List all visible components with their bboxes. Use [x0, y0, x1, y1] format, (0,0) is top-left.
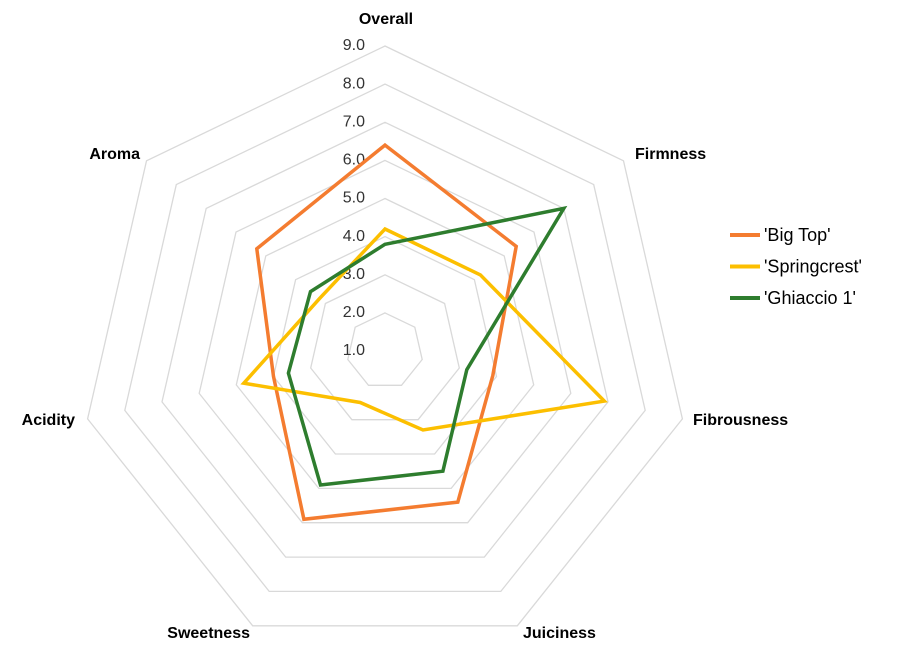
- grid-ring: [198, 159, 572, 524]
- grid-ring: [272, 235, 498, 455]
- category-label: Overall: [359, 11, 413, 28]
- y-tick-label: 9.0: [343, 37, 365, 54]
- category-label: Juiciness: [523, 625, 596, 642]
- series-line: [286, 205, 568, 487]
- series-line: [240, 226, 608, 432]
- y-tick-label: 1.0: [343, 342, 365, 359]
- grid-ring: [347, 312, 423, 386]
- category-label: Firmness: [635, 146, 706, 163]
- grid-ring: [309, 274, 461, 421]
- series-line: [254, 142, 519, 522]
- category-label: Fibrousness: [693, 412, 788, 429]
- y-tick-label: 8.0: [343, 75, 365, 92]
- legend-label: 'Springcrest': [764, 256, 862, 276]
- category-label: Acidity: [22, 412, 75, 429]
- category-label: Aroma: [89, 146, 140, 163]
- grid-ring: [124, 83, 646, 593]
- grid-ring: [86, 45, 684, 627]
- grid-ring: [161, 121, 609, 558]
- y-tick-label: 2.0: [343, 304, 365, 321]
- legend-label: 'Ghiaccio 1': [764, 288, 856, 308]
- y-tick-label: 7.0: [343, 113, 365, 130]
- legend-label: 'Big Top': [764, 225, 831, 245]
- y-tick-label: 4.0: [343, 228, 365, 245]
- category-label: Sweetness: [167, 625, 250, 642]
- y-tick-label: 5.0: [343, 190, 365, 207]
